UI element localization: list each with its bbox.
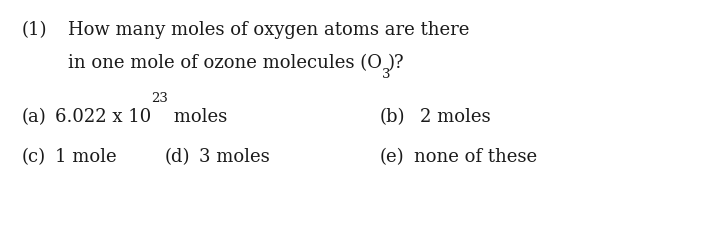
Text: How many moles of oxygen atoms are there: How many moles of oxygen atoms are there [68,21,470,39]
Text: 6.022 x 10: 6.022 x 10 [55,108,151,126]
Text: none of these: none of these [414,147,537,165]
Text: (d): (d) [165,147,191,165]
Text: 1 mole: 1 mole [55,147,116,165]
Text: (b): (b) [380,108,405,126]
Text: 3 moles: 3 moles [199,147,270,165]
Text: (c): (c) [22,147,46,165]
Text: 23: 23 [151,92,168,105]
Text: 3: 3 [382,67,390,80]
Text: )?: )? [388,54,404,72]
Text: moles: moles [168,108,227,126]
Text: in one mole of ozone molecules (O: in one mole of ozone molecules (O [68,54,382,72]
Text: (a): (a) [22,108,47,126]
Text: (1): (1) [22,21,47,39]
Text: (e): (e) [380,147,405,165]
Text: 2 moles: 2 moles [420,108,491,126]
